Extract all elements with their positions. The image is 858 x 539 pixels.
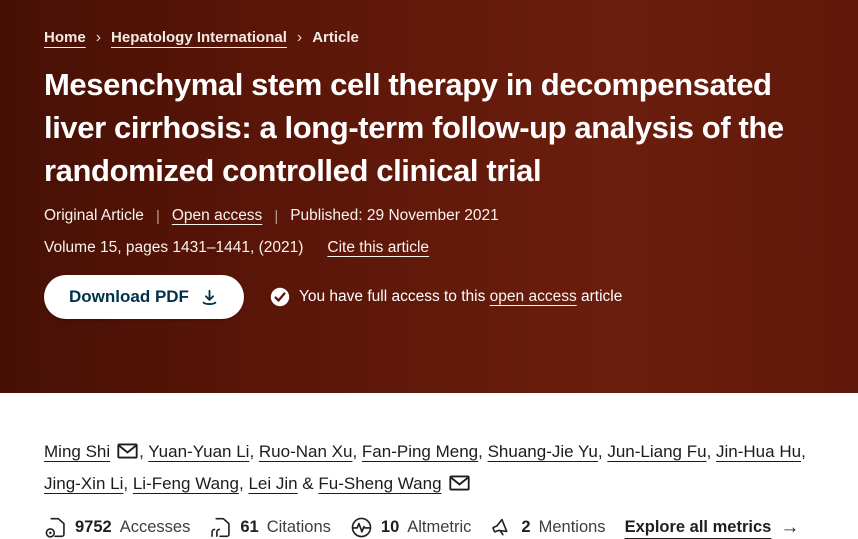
author-link[interactable]: Ruo-Nan Xu — [258, 442, 353, 461]
author: Lei Jin & — [248, 473, 319, 493]
chevron-right-icon: › — [95, 28, 102, 46]
meta-divider: | — [155, 207, 160, 225]
author-list: Ming Shi, Yuan-Yuan Li, Ruo-Nan Xu, Fan-… — [44, 436, 814, 499]
citations-quote-document-icon — [211, 517, 231, 538]
chevron-right-icon: › — [296, 28, 303, 46]
author-link[interactable]: Ming Shi — [44, 442, 111, 461]
download-icon — [200, 288, 219, 307]
metric-altmetric[interactable]: 10 Altmetric — [350, 516, 471, 539]
download-pdf-label: Download PDF — [69, 287, 189, 306]
author-link[interactable]: Yuan-Yuan Li — [148, 442, 250, 461]
altmetric-pulse-icon — [351, 517, 372, 538]
author: Shuang-Jie Yu, — [487, 442, 608, 461]
breadcrumb: Home › Hepatology International › Articl… — [44, 29, 814, 46]
check-circle-icon — [270, 287, 290, 307]
author: Li-Feng Wang, — [132, 473, 249, 493]
article-title: Mesenchymal stem cell therapy in decompe… — [44, 67, 784, 188]
metric-accesses[interactable]: 9752 Accesses — [44, 516, 190, 539]
author-link[interactable]: Lei Jin — [248, 473, 298, 493]
published-date: Published: 29 November 2021 — [290, 207, 499, 224]
author-link[interactable]: Jin-Hua Hu — [716, 442, 802, 461]
volume-pages-label: Volume 15, pages 1431–1441, (2021) — [44, 239, 304, 256]
author-link[interactable]: Jing-Xin Li — [44, 473, 124, 493]
author-link[interactable]: Jun-Liang Fu — [607, 442, 707, 461]
download-pdf-button[interactable]: Download PDF — [44, 275, 244, 319]
author: Ming Shi, — [44, 442, 149, 461]
author: Ruo-Nan Xu, — [258, 442, 362, 461]
mentions-megaphone-icon — [492, 518, 508, 536]
email-envelope-icon[interactable] — [448, 475, 470, 491]
author: Jun-Liang Fu, — [607, 442, 717, 461]
author: Fu-Sheng Wang — [318, 474, 470, 493]
author: Fan-Ping Meng, — [361, 442, 488, 461]
action-row: Download PDF You have full access to thi… — [44, 275, 814, 319]
author-link[interactable]: Fu-Sheng Wang — [318, 473, 442, 493]
author: Yuan-Yuan Li, — [148, 442, 259, 461]
article-meta-row: Original Article | Open access | Publish… — [44, 207, 814, 225]
metrics-bar: 9752 Accesses 61 Citations 10 Altmetric — [44, 516, 814, 539]
breadcrumb-current-article: Article — [312, 29, 359, 46]
email-envelope-icon[interactable] — [117, 443, 138, 459]
breadcrumb-journal-link[interactable]: Hepatology International — [111, 29, 287, 46]
breadcrumb-home-link[interactable]: Home — [44, 29, 86, 46]
article-hero-banner: Home › Hepatology International › Articl… — [0, 0, 858, 393]
open-access-link[interactable]: Open access — [171, 207, 263, 224]
author-link[interactable]: Li-Feng Wang — [132, 473, 239, 493]
access-note-text: You have full access to this open access… — [298, 288, 623, 305]
author-link[interactable]: Fan-Ping Meng — [361, 442, 479, 461]
open-access-inline-link[interactable]: open access — [489, 288, 577, 305]
author: Jing-Xin Li, — [44, 473, 133, 493]
metric-citations[interactable]: 61 Citations — [209, 516, 331, 539]
volume-pages-row: Volume 15, pages 1431–1441, (2021) Cite … — [44, 239, 814, 257]
metric-mentions[interactable]: 2 Mentions — [490, 516, 606, 539]
meta-divider: | — [274, 207, 279, 225]
cite-this-article-link[interactable]: Cite this article — [327, 239, 430, 256]
explore-all-metrics-link[interactable]: Explore all metrics → — [624, 516, 800, 538]
author-link[interactable]: Shuang-Jie Yu — [487, 442, 598, 461]
right-arrow-icon: → — [780, 516, 800, 538]
article-type-label: Original Article — [44, 207, 144, 224]
accesses-eye-document-icon — [45, 517, 65, 538]
full-access-note: You have full access to this open access… — [270, 287, 622, 307]
author: Jin-Hua Hu, — [716, 442, 806, 461]
article-info-section: Ming Shi, Yuan-Yuan Li, Ruo-Nan Xu, Fan-… — [0, 393, 858, 539]
